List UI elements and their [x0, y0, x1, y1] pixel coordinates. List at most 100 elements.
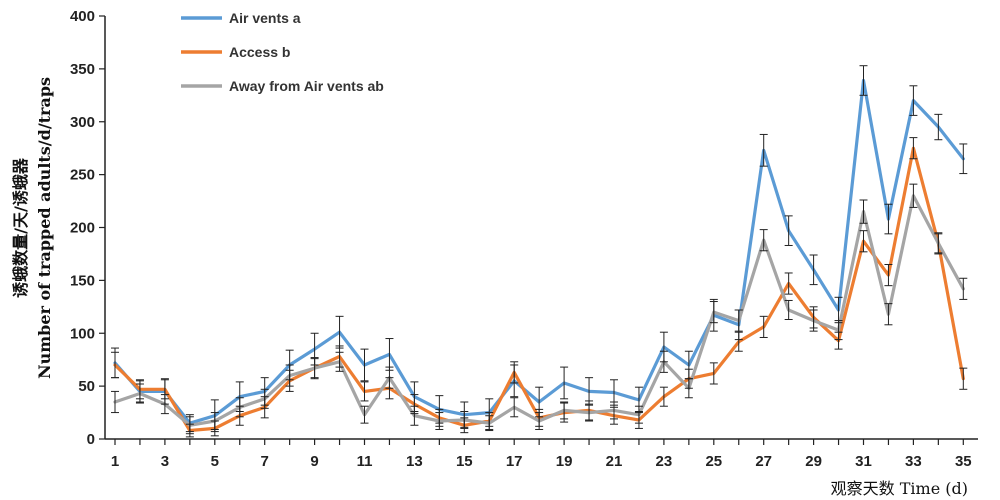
error-bar	[185, 416, 194, 435]
y-tick-label: 50	[78, 378, 95, 395]
error-bar	[959, 367, 968, 390]
error-bar	[784, 215, 793, 246]
x-ticks: 1 3 5 7 9 11 13 15 17 19 21 23 25 27 29 31 33 35	[111, 439, 972, 470]
error-bar	[610, 401, 618, 420]
legend-label: Away from Air vents ab	[229, 78, 384, 94]
error-bar	[310, 358, 319, 379]
y-tick-label: 0	[87, 431, 95, 448]
x-tick-label: 27	[755, 453, 772, 470]
error-bar	[160, 394, 169, 415]
error-bar	[510, 361, 519, 384]
error-bar	[560, 366, 569, 400]
y-tick-label: 300	[70, 114, 95, 131]
error-bar	[460, 411, 469, 429]
error-bar	[360, 381, 369, 402]
error-bar	[959, 143, 968, 175]
error-bar	[959, 277, 968, 300]
x-tick-label: 17	[506, 453, 523, 470]
x-tick-label: 31	[855, 453, 872, 470]
y-tick-label: 350	[70, 61, 95, 78]
x-tick-label: 25	[705, 453, 722, 470]
error-bar	[111, 351, 119, 379]
error-bar	[734, 331, 743, 352]
x-tick-label: 21	[606, 453, 623, 470]
error-bar	[809, 309, 818, 332]
error-bar	[410, 405, 419, 426]
error-bar	[235, 397, 244, 418]
legend: Air vents a Access b Away from Air vents a…	[181, 10, 384, 94]
error-bar	[560, 401, 569, 420]
error-bar	[884, 203, 893, 235]
error-bar	[759, 229, 768, 252]
y-tick-label: 400	[70, 8, 95, 25]
x-tick-label: 9	[310, 453, 318, 470]
x-tick-label: 33	[905, 453, 922, 470]
x-tick-label: 13	[406, 453, 423, 470]
x-tick-label: 23	[656, 453, 673, 470]
y-tick-label: 100	[70, 325, 95, 342]
x-tick-label: 1	[111, 453, 119, 470]
x-tick-label: 29	[805, 453, 822, 470]
error-bar	[809, 254, 818, 286]
y-ticks: 0 50 100 150 200 250 300 350 400	[70, 8, 105, 448]
error-bar	[934, 113, 943, 141]
x-tick-label: 11	[357, 453, 373, 470]
y-tick-label: 250	[70, 167, 95, 184]
error-bar	[934, 233, 943, 254]
error-bar	[634, 405, 643, 424]
error-bar	[909, 137, 918, 160]
error-bar	[210, 412, 219, 430]
error-bar	[709, 362, 718, 385]
error-bar	[360, 405, 369, 424]
error-bar	[335, 351, 344, 372]
error-bar	[485, 415, 494, 432]
error-bar	[510, 397, 519, 418]
error-bar	[734, 309, 743, 332]
legend-item-1: Air vents a	[181, 10, 301, 26]
y-axis-title: 诱蛾数量/天/诱蛾器 Number of trapped adults/d/tr…	[11, 77, 54, 379]
error-bar	[684, 378, 693, 399]
error-bar	[535, 412, 544, 430]
error-bar	[784, 272, 793, 295]
error-bar	[884, 264, 893, 287]
error-bar	[659, 386, 668, 407]
error-bar	[884, 303, 893, 326]
error-bar	[759, 133, 768, 167]
error-bar	[909, 85, 918, 116]
error-bar	[659, 350, 668, 373]
error-bar	[859, 199, 868, 224]
error-bar	[859, 230, 868, 253]
series-line-1	[113, 78, 965, 425]
error-bar	[260, 388, 269, 409]
y-tick-label: 150	[70, 272, 95, 289]
error-bar	[834, 320, 843, 341]
x-tick-label: 3	[161, 453, 169, 470]
error-bar	[135, 383, 144, 404]
error-bar	[759, 315, 768, 338]
error-bar	[859, 65, 868, 96]
legend-label: Air vents a	[229, 10, 301, 26]
x-tick-label: 19	[556, 453, 573, 470]
x-tick-label: 5	[211, 453, 219, 470]
y-axis-title-line1: 诱蛾数量/天/诱蛾器	[11, 157, 30, 298]
error-bar	[111, 390, 119, 414]
series-layer	[113, 78, 965, 433]
legend-label: Access b	[229, 44, 290, 60]
x-tick-label: 15	[456, 453, 473, 470]
error-bar	[709, 301, 718, 324]
error-bar	[385, 366, 394, 389]
legend-item-2: Access b	[181, 44, 290, 60]
y-tick-label: 200	[70, 220, 95, 237]
error-bar	[435, 412, 444, 430]
legend-item-3: Away from Air vents ab	[181, 78, 384, 94]
error-bar	[585, 403, 594, 422]
x-tick-label: 35	[955, 453, 972, 470]
x-axis-title: 观察天数 Time (d)	[831, 479, 968, 498]
error-bars-layer	[111, 65, 968, 438]
error-bar	[285, 364, 294, 387]
error-bar	[360, 348, 369, 382]
y-axis-title-line2: Number of trapped adults/d/traps	[35, 77, 54, 379]
x-tick-label: 7	[261, 453, 269, 470]
error-bar	[909, 183, 918, 208]
